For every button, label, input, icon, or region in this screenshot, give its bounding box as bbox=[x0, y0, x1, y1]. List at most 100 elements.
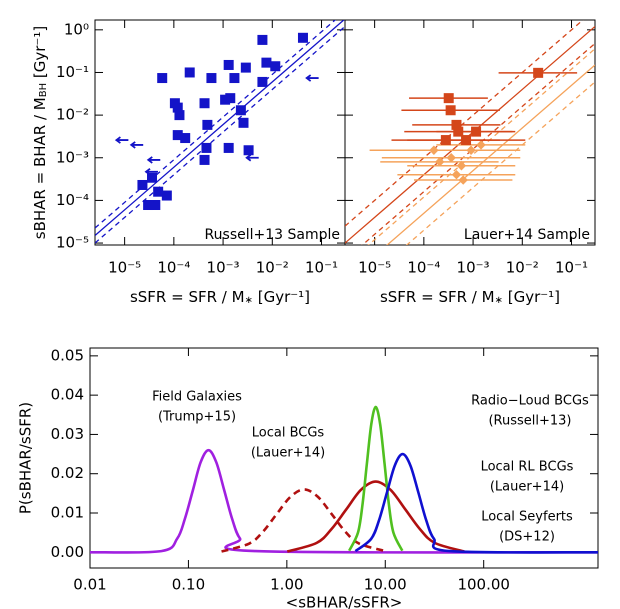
x-tick-label: 10⁻¹ bbox=[555, 259, 588, 277]
data-point bbox=[429, 145, 439, 155]
data-point bbox=[199, 154, 210, 165]
data-point bbox=[257, 76, 268, 87]
x-tick-label: 0.01 bbox=[73, 576, 106, 594]
sample-label: Lauer+14 Sample bbox=[464, 227, 590, 243]
x-tick-label: 10⁻⁴ bbox=[407, 259, 440, 277]
y-tick-label: 10⁻⁴ bbox=[56, 191, 89, 209]
data-point bbox=[161, 190, 172, 201]
data-point bbox=[270, 61, 281, 72]
axis-label: sSFR = SFR / M∗ [Gyr⁻¹] bbox=[380, 288, 560, 307]
data-point bbox=[471, 126, 482, 137]
y-tick-label: 10⁻³ bbox=[56, 148, 89, 166]
plot-area bbox=[90, 405, 598, 554]
axis-label: sBHAR = BHAR / MBH [Gyr⁻¹] bbox=[31, 26, 50, 239]
axis-label-part: sBHAR = BHAR / M bbox=[31, 97, 49, 239]
reference-line bbox=[386, 64, 595, 245]
axis-label-part: ∗ bbox=[495, 295, 503, 306]
data-point bbox=[235, 105, 246, 116]
distribution-curve bbox=[348, 405, 404, 552]
y-tick-label: 0.01 bbox=[51, 504, 84, 522]
x-tick-label: 100.00 bbox=[457, 576, 510, 594]
data-point bbox=[451, 170, 462, 180]
axis-label-part: ∗ bbox=[245, 295, 253, 306]
x-tick-label: 10⁻² bbox=[256, 259, 289, 277]
data-point bbox=[243, 145, 254, 156]
curve-label: (Lauer+14) bbox=[490, 480, 564, 495]
data-point bbox=[456, 161, 467, 171]
reference-line bbox=[95, 20, 337, 229]
data-point bbox=[201, 142, 212, 153]
y-tick-label: 10⁻¹ bbox=[56, 63, 89, 81]
data-point bbox=[229, 73, 240, 84]
data-point bbox=[206, 73, 217, 84]
x-tick-label: 10⁻³ bbox=[457, 259, 490, 277]
distribution-curve bbox=[221, 488, 388, 553]
data-point bbox=[257, 34, 268, 45]
distribution-curve bbox=[354, 452, 598, 554]
curve-label: Local BCGs bbox=[252, 426, 325, 441]
data-point bbox=[157, 73, 168, 84]
axis-label: sSFR = SFR / M∗ [Gyr⁻¹] bbox=[130, 288, 310, 307]
y-tick-label: 10⁰ bbox=[64, 20, 89, 38]
x-tick-label: 1.00 bbox=[270, 576, 303, 594]
curve-label: Field Galaxies bbox=[152, 390, 242, 405]
x-tick-label: 10⁻⁴ bbox=[157, 259, 190, 277]
axis-label-part: sSFR = SFR / M bbox=[130, 288, 245, 306]
axis-label-part: [Gyr⁻¹] bbox=[31, 26, 49, 83]
upper-limit bbox=[114, 136, 129, 144]
data-point bbox=[238, 117, 249, 128]
distribution-curve bbox=[286, 480, 465, 553]
y-axis-label: P(sBHAR/sSFR) bbox=[17, 402, 35, 514]
curve-label: (DS+12) bbox=[499, 530, 555, 545]
curve-label: (Lauer+14) bbox=[251, 446, 325, 461]
y-tick-label: 10⁻⁵ bbox=[56, 234, 89, 252]
axis-label-part: BH bbox=[38, 83, 49, 97]
axis-label-part: [Gyr⁻¹] bbox=[503, 288, 560, 306]
data-point bbox=[223, 59, 234, 70]
data-point bbox=[169, 98, 180, 109]
x-axis-label: <sBHAR/sSFR> bbox=[286, 594, 403, 609]
y-tick-label: 0.04 bbox=[51, 386, 84, 404]
data-point bbox=[137, 179, 148, 190]
plot-frame bbox=[89, 347, 599, 569]
curve-label: (Trump+15) bbox=[158, 410, 236, 425]
reference-line bbox=[345, 20, 584, 227]
data-point bbox=[202, 119, 213, 130]
data-point bbox=[443, 93, 454, 104]
y-tick-label: 0.05 bbox=[51, 346, 84, 364]
data-point bbox=[240, 62, 251, 73]
upper-limit bbox=[146, 156, 161, 164]
data-point bbox=[147, 172, 158, 183]
upper-limit bbox=[245, 154, 259, 162]
curve-label: Local Seyferts bbox=[481, 510, 573, 525]
upper-limit bbox=[129, 141, 144, 149]
y-tick-label: 10⁻² bbox=[56, 106, 89, 124]
x-tick-label: 10⁻¹ bbox=[305, 259, 338, 277]
data-point bbox=[143, 200, 154, 211]
reference-line bbox=[95, 25, 345, 244]
x-tick-label: 0.10 bbox=[172, 576, 205, 594]
curve-label: (Russell+13) bbox=[488, 414, 571, 429]
y-tick-label: 0.02 bbox=[51, 464, 84, 482]
plot-area bbox=[345, 20, 595, 245]
data-point bbox=[476, 140, 486, 150]
x-tick-label: 10⁻⁵ bbox=[358, 259, 391, 277]
data-point bbox=[172, 130, 183, 141]
x-tick-label: 10⁻³ bbox=[207, 259, 240, 277]
data-point bbox=[199, 98, 210, 109]
axis-label-part: [Gyr⁻¹] bbox=[253, 288, 310, 306]
data-point bbox=[184, 67, 195, 78]
data-point bbox=[440, 135, 451, 146]
x-tick-label: 10⁻⁵ bbox=[108, 259, 141, 277]
data-point bbox=[220, 94, 231, 105]
axis-label-part: sSFR = SFR / M bbox=[380, 288, 495, 306]
plot-frame bbox=[344, 19, 596, 246]
sample-label: Russell+13 Sample bbox=[205, 227, 340, 243]
distribution-curve bbox=[90, 448, 598, 554]
upper-limit bbox=[305, 74, 319, 82]
data-point bbox=[458, 175, 468, 185]
data-point bbox=[533, 67, 544, 78]
data-point bbox=[446, 153, 456, 163]
data-point bbox=[445, 105, 456, 116]
